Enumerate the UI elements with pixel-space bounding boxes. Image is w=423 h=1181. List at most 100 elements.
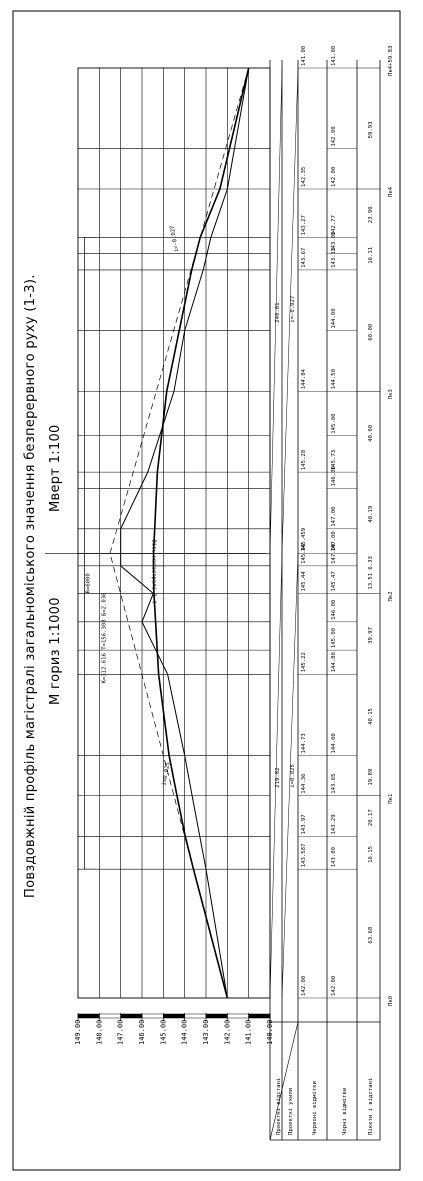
red-mark-value: 141.00: [301, 46, 307, 66]
black-mark-value: 144.80: [331, 652, 337, 672]
black-mark-value: 146.00: [331, 466, 337, 486]
slope-diagonal: [281, 67, 299, 554]
black-mark-value: 142.00: [331, 976, 337, 996]
picket-label: Пк4: [388, 186, 394, 197]
black-mark-value: 144.00: [331, 733, 337, 753]
distance-value: 19.89: [368, 769, 374, 786]
black-mark-value: 143.00: [331, 847, 337, 867]
elevation-scale-segment: [99, 1013, 121, 1019]
red-mark-value: 142.00: [301, 976, 307, 996]
elevation-scale-segment: [248, 1013, 271, 1019]
elevation-scale-segment: [77, 1013, 100, 1019]
distance-value: 16.11: [368, 247, 374, 264]
tangent-line: [109, 67, 250, 554]
picket-label: Пк2: [388, 591, 394, 601]
distance-value: 23.90: [368, 206, 374, 223]
elevation-tick-label: 147.00: [117, 1020, 125, 1045]
distance-value: 16.15: [368, 846, 374, 863]
red-mark-value: 145.44: [301, 571, 307, 592]
horizontal-scale: М гориз 1:1000: [48, 597, 63, 705]
picket-label: Пк4+59.83: [388, 46, 394, 76]
profile-lines: [109, 67, 250, 999]
red-mark-value: 144.73: [301, 733, 307, 753]
elevation-tick-label: 141.00: [245, 1020, 253, 1045]
curve-parameters-label: К=312.616 Т=156.308 Б=2.036: [101, 592, 107, 683]
distance-value: 40.15: [368, 708, 374, 725]
table-header-diagonal: [269, 1021, 299, 1141]
elevation-scale-segment: [120, 1013, 143, 1019]
profile-annotations: R=6000 К=312.616 Т=156.308 Б=2.036 Вісь ма…: [45, 225, 266, 870]
distance-diagonal: [269, 67, 283, 554]
elevation-scale-segment: [227, 1013, 249, 1019]
black-mark-value: 143.13: [331, 248, 337, 268]
distance-value: 13.51: [368, 573, 374, 590]
black-mark-value: 144.00: [331, 308, 337, 328]
elevation-scale-segment: [205, 1013, 228, 1019]
elevation-tick-label: 148.00: [95, 1020, 103, 1045]
black-mark-value: 142.77: [331, 215, 337, 235]
distance-value: 6.33: [368, 556, 374, 569]
design-profile-line: [152, 67, 250, 999]
design-slope-value: i=-0.027: [290, 296, 296, 323]
picket-label: Пк3: [388, 389, 394, 399]
drawing-title: Повздовжній профіль магістралі загальном…: [23, 274, 38, 898]
drawing-frame: [12, 10, 401, 1171]
red-mark-value: 143.587: [301, 844, 307, 868]
red-mark-value: 144.84: [301, 368, 307, 389]
black-mark-value: 143.65: [331, 774, 337, 794]
slope-label-downhill: i=-0.027: [170, 225, 181, 253]
distance-value: 59.93: [368, 121, 374, 138]
red-mark-value: 142.35: [301, 167, 307, 187]
elevation-tick-label: 146.00: [138, 1020, 146, 1045]
black-mark-value: 143.00: [331, 232, 337, 252]
black-mark-value: 145.00: [331, 414, 337, 434]
picket-label: Пк0: [388, 996, 394, 1006]
table-row-label-red-marks: Червоні відмітки: [312, 1081, 318, 1135]
elevation-scale-segment: [163, 1013, 185, 1019]
red-mark-value: 143.27: [301, 215, 307, 235]
black-mark-value: 147.00: [331, 531, 337, 551]
black-mark-value: 145.00: [331, 628, 337, 648]
elevation-tick-label: 144.00: [181, 1020, 189, 1045]
vertical-scale: Мверт 1:100: [48, 424, 63, 512]
design-distance-value: 240.01: [275, 302, 281, 322]
black-mark-value: 145.73: [331, 450, 337, 470]
distance-value: 20.17: [368, 809, 374, 826]
design-distance-value: 219.82: [275, 767, 281, 787]
chart-border: [77, 67, 271, 999]
elevation-axis: 149.00 148.00 147.00 146.00 145.00 144.00 143.…: [74, 1013, 274, 1045]
distance-value: 40.00: [368, 425, 374, 442]
red-mark-value: 143.67: [301, 248, 307, 268]
design-slope-value: i=0.025: [290, 764, 296, 788]
curve-radius-label: R=6000: [86, 573, 92, 593]
distance-value: 39.97: [368, 627, 374, 644]
red-mark-value: 145.459: [301, 528, 307, 552]
slope-diagonal: [281, 553, 299, 999]
black-mark-value: 142.00: [331, 167, 337, 187]
table-row-label-pickets: Пікети і відстані: [368, 1078, 374, 1135]
picket-label: Пк1: [388, 794, 394, 804]
ground-profile-line: [120, 67, 250, 999]
red-mark-value: 145.46: [301, 544, 307, 564]
table-row-label-design-slope: Проектні ухили: [288, 1088, 294, 1135]
elevation-tick-label: 142.00: [223, 1020, 231, 1045]
elevation-tick-label: 143.00: [202, 1020, 210, 1045]
road-axis-label: Вісь магістралі 2-4: [150, 539, 156, 604]
black-mark-value: 141.00: [331, 46, 337, 66]
red-mark-value: 144.36: [301, 774, 307, 794]
slope-label-uphill: i=0.025: [162, 762, 172, 786]
red-mark-value: 143.97: [301, 814, 307, 834]
black-mark-value: 144.50: [331, 369, 337, 389]
black-mark-value: 147.00: [331, 507, 337, 527]
distance-value: 40.19: [368, 506, 374, 523]
red-mark-value: 145.28: [301, 449, 307, 470]
black-mark-value: 143.29: [331, 814, 337, 834]
elevation-tick-label: 145.00: [159, 1020, 167, 1045]
black-mark-value: 147.00: [331, 544, 337, 564]
distance-value: 63.68: [368, 926, 374, 943]
black-mark-value: 146.00: [331, 600, 337, 620]
elevation-scale-segment: [141, 1013, 164, 1019]
elevation-tick-label: 149.00: [74, 1020, 82, 1045]
grid-lines: [77, 67, 271, 999]
